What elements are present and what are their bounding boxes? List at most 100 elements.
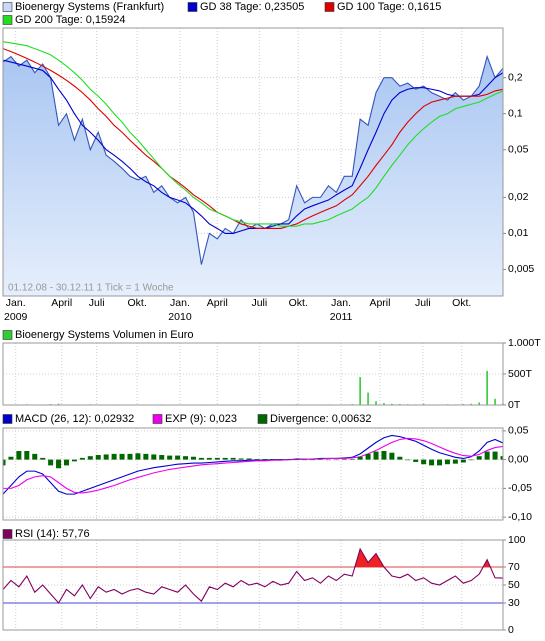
y-tick-label: -0,05 <box>508 482 532 494</box>
bar <box>383 403 385 405</box>
bar <box>421 459 427 465</box>
bar <box>40 457 46 460</box>
bar <box>389 452 395 460</box>
bar <box>429 459 435 466</box>
y-tick-label: 0 <box>508 624 514 636</box>
bar <box>484 451 490 460</box>
legend-swatch <box>257 414 268 424</box>
bar <box>95 455 101 460</box>
bar <box>294 459 300 460</box>
bar <box>437 459 443 466</box>
bar <box>254 459 260 460</box>
price-area <box>3 56 503 296</box>
bar <box>159 455 165 460</box>
bar <box>413 459 419 462</box>
date-range-note: 01.12.08 - 30.12.11 1 Tick = 1 Woche <box>8 283 174 294</box>
x-tick-label: April <box>51 297 72 309</box>
bar <box>214 457 220 460</box>
y-tick-label: 1.000T <box>508 337 541 349</box>
x-tick-label: Juli <box>89 297 105 309</box>
y-tick-label: 30 <box>508 597 520 609</box>
plot-frame <box>2 342 504 406</box>
bar <box>391 403 393 405</box>
legend-swatch <box>324 2 335 12</box>
legend-label: GD 38 Tage: 0,23505 <box>200 1 304 13</box>
y-tick-label: 0,00 <box>508 453 529 465</box>
legend-label: Divergence: 0,00632 <box>270 413 372 425</box>
bar <box>71 459 77 462</box>
bar <box>103 454 109 460</box>
plot-frame <box>2 539 504 631</box>
bar <box>333 459 339 461</box>
bar <box>310 459 316 461</box>
bar <box>135 453 141 460</box>
legend-label: MACD (26, 12): 0,02932 <box>15 413 134 425</box>
legend-label: EXP (9): 0,023 <box>165 413 237 425</box>
bar <box>151 454 157 460</box>
bar <box>8 456 14 460</box>
line <box>3 437 503 494</box>
bar <box>486 370 488 405</box>
bar <box>444 459 450 465</box>
bar <box>230 457 236 460</box>
y-tick-label: 0,01 <box>508 227 529 239</box>
bar <box>476 456 482 460</box>
plot-frame <box>2 27 504 297</box>
y-tick-label: 0,005 <box>508 263 534 275</box>
plot-series <box>3 547 503 604</box>
legend-label: GD 200 Tage: 0,15924 <box>15 14 126 26</box>
y-tick-label: 0T <box>508 399 521 411</box>
legend-swatch <box>187 2 198 12</box>
x-tick-label: Okt. <box>127 297 146 309</box>
bar <box>167 455 173 460</box>
plot-series <box>3 434 503 495</box>
x-tick-label: Jan. <box>331 297 351 309</box>
legend-swatch <box>2 330 13 340</box>
y-tick-label: 50 <box>508 579 520 591</box>
line <box>3 41 503 227</box>
legend-swatch <box>2 414 13 424</box>
bar <box>16 451 22 460</box>
bar <box>325 459 331 461</box>
bar <box>317 459 323 460</box>
bar <box>286 459 292 461</box>
y-tick-label: 70 <box>508 561 520 573</box>
y-tick-label: 0,2 <box>508 71 523 83</box>
bar <box>365 453 371 460</box>
y-tick-label: 100 <box>508 534 526 546</box>
bar <box>422 403 425 405</box>
bar <box>494 398 496 405</box>
y-tick-label: 0,05 <box>508 144 529 156</box>
bar <box>63 459 69 466</box>
plot-series <box>3 41 503 296</box>
legend-swatch <box>2 2 13 12</box>
bar <box>397 456 403 460</box>
bar <box>119 453 125 460</box>
x-year-label: 2011 <box>330 311 353 323</box>
plot-frame <box>2 427 504 521</box>
line <box>3 434 503 495</box>
legend-label: RSI (14): 57,76 <box>15 528 90 540</box>
bar <box>111 453 117 460</box>
bar <box>478 402 480 405</box>
line <box>3 547 503 604</box>
x-tick-label: Jan. <box>170 297 190 309</box>
y-tick-label: 0,1 <box>508 107 523 119</box>
bar <box>500 456 503 460</box>
bar <box>302 459 308 461</box>
bar <box>359 377 361 405</box>
bar <box>87 456 93 460</box>
bar <box>206 457 212 460</box>
x-year-label: 2010 <box>168 311 192 323</box>
bar <box>48 459 54 466</box>
legend-swatch <box>152 414 163 424</box>
y-tick-label: 0,02 <box>508 191 529 203</box>
legend-swatch <box>2 15 13 25</box>
y-tick-label: 500T <box>508 368 533 380</box>
bar <box>57 403 60 405</box>
bar <box>127 453 133 460</box>
legend-label: GD 100 Tage: 0,1615 <box>337 1 441 13</box>
bar <box>3 459 6 466</box>
bar <box>405 459 411 461</box>
